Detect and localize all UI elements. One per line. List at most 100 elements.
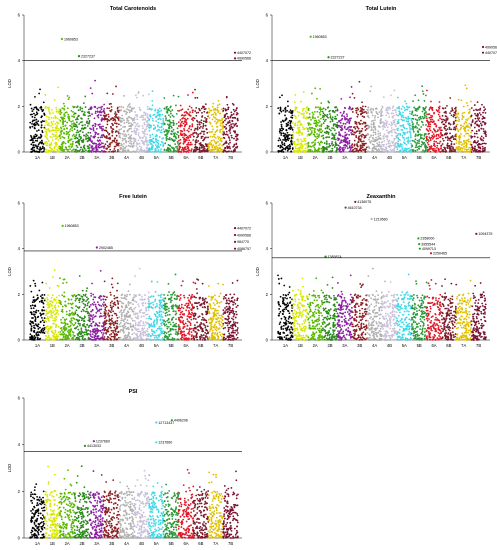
snp-point [400, 124, 403, 127]
snp-point [459, 128, 462, 131]
snp-point [315, 119, 317, 122]
snp-point [322, 118, 325, 121]
snp-point [111, 117, 114, 120]
snp-point [327, 133, 330, 135]
snp-point [388, 146, 391, 149]
snp-point [67, 329, 70, 332]
snp-point [47, 319, 50, 322]
snp-point [106, 140, 109, 143]
snp-point [172, 94, 175, 97]
snp-point [35, 118, 38, 121]
snp-point [481, 117, 484, 120]
snp-point [458, 150, 461, 153]
snp-point [170, 130, 173, 133]
snp-point [418, 147, 421, 150]
snp-point [91, 318, 94, 321]
snp-point [118, 109, 120, 112]
snp-point [429, 150, 432, 153]
snp-point [32, 296, 35, 299]
snp-point [75, 298, 77, 300]
snp-point [396, 148, 399, 151]
snp-point [480, 143, 482, 146]
snp-point [60, 111, 63, 114]
snp-point [223, 131, 225, 133]
snp-point [59, 113, 62, 116]
snp-point [481, 150, 483, 153]
snp-point [483, 149, 486, 152]
x-tick-label: 4B [387, 155, 392, 160]
snp-point [143, 111, 145, 114]
snp-point [56, 309, 59, 312]
snp-peak-label: 2327237 [331, 56, 345, 60]
snp-point [420, 117, 423, 120]
snp-point [105, 135, 108, 138]
snp-point [29, 139, 32, 142]
snp-point [416, 142, 419, 144]
snp-point [55, 324, 57, 327]
snp-point [463, 126, 466, 129]
snp-point [127, 144, 130, 147]
snp-point [462, 105, 465, 108]
snp-point [56, 124, 58, 127]
snp-point [280, 121, 282, 123]
snp-point [111, 124, 114, 126]
snp-point [384, 135, 387, 138]
snp-point [191, 109, 194, 112]
snp-point [230, 150, 233, 153]
snp-point [427, 143, 430, 146]
snp-point [303, 114, 305, 117]
snp-point [467, 129, 470, 131]
snp-point [150, 108, 153, 111]
snp-point [460, 141, 462, 144]
snp-point [160, 109, 163, 112]
snp-point [431, 148, 433, 150]
snp-point [83, 146, 86, 149]
snp-point [307, 109, 310, 112]
snp-point [428, 116, 431, 119]
snp-point [322, 149, 324, 152]
snp-point [194, 110, 197, 112]
snp-point [58, 294, 61, 297]
snp-point [427, 148, 429, 151]
snp-point [123, 135, 125, 137]
snp-point [429, 120, 432, 123]
snp-point [464, 141, 466, 144]
snp-point [334, 115, 337, 118]
snp-point [32, 330, 35, 333]
snp-point [72, 295, 75, 298]
snp-point [64, 146, 67, 149]
snp-point [100, 134, 103, 137]
snp-point [469, 149, 472, 152]
snp-point [468, 122, 471, 125]
snp-point [177, 95, 180, 98]
snp-point [96, 139, 99, 142]
snp-point [98, 150, 101, 153]
snp-point [181, 133, 184, 136]
snp-point [127, 140, 130, 143]
snp-point [32, 119, 34, 122]
snp-point [158, 107, 161, 110]
snp-point [346, 140, 349, 143]
snp-point [482, 120, 485, 123]
snp-point [382, 148, 384, 150]
snp-point [62, 326, 65, 328]
snp-point [30, 143, 33, 146]
snp-point [321, 141, 323, 144]
snp-point [277, 150, 280, 152]
snp-point [362, 121, 365, 124]
snp-point [76, 146, 79, 149]
snp-point [87, 326, 90, 329]
snp-point [396, 146, 398, 149]
snp-point [183, 114, 185, 117]
snp-point [291, 114, 294, 117]
snp-point [228, 129, 231, 132]
snp-point [407, 115, 410, 118]
snp-point [470, 136, 473, 139]
snp-point [335, 106, 338, 109]
snp-point [480, 138, 483, 141]
snp-point [176, 140, 179, 143]
snp-point [363, 115, 366, 118]
snp-point [438, 105, 441, 108]
snp-point [193, 129, 196, 132]
snp-point [106, 131, 109, 134]
